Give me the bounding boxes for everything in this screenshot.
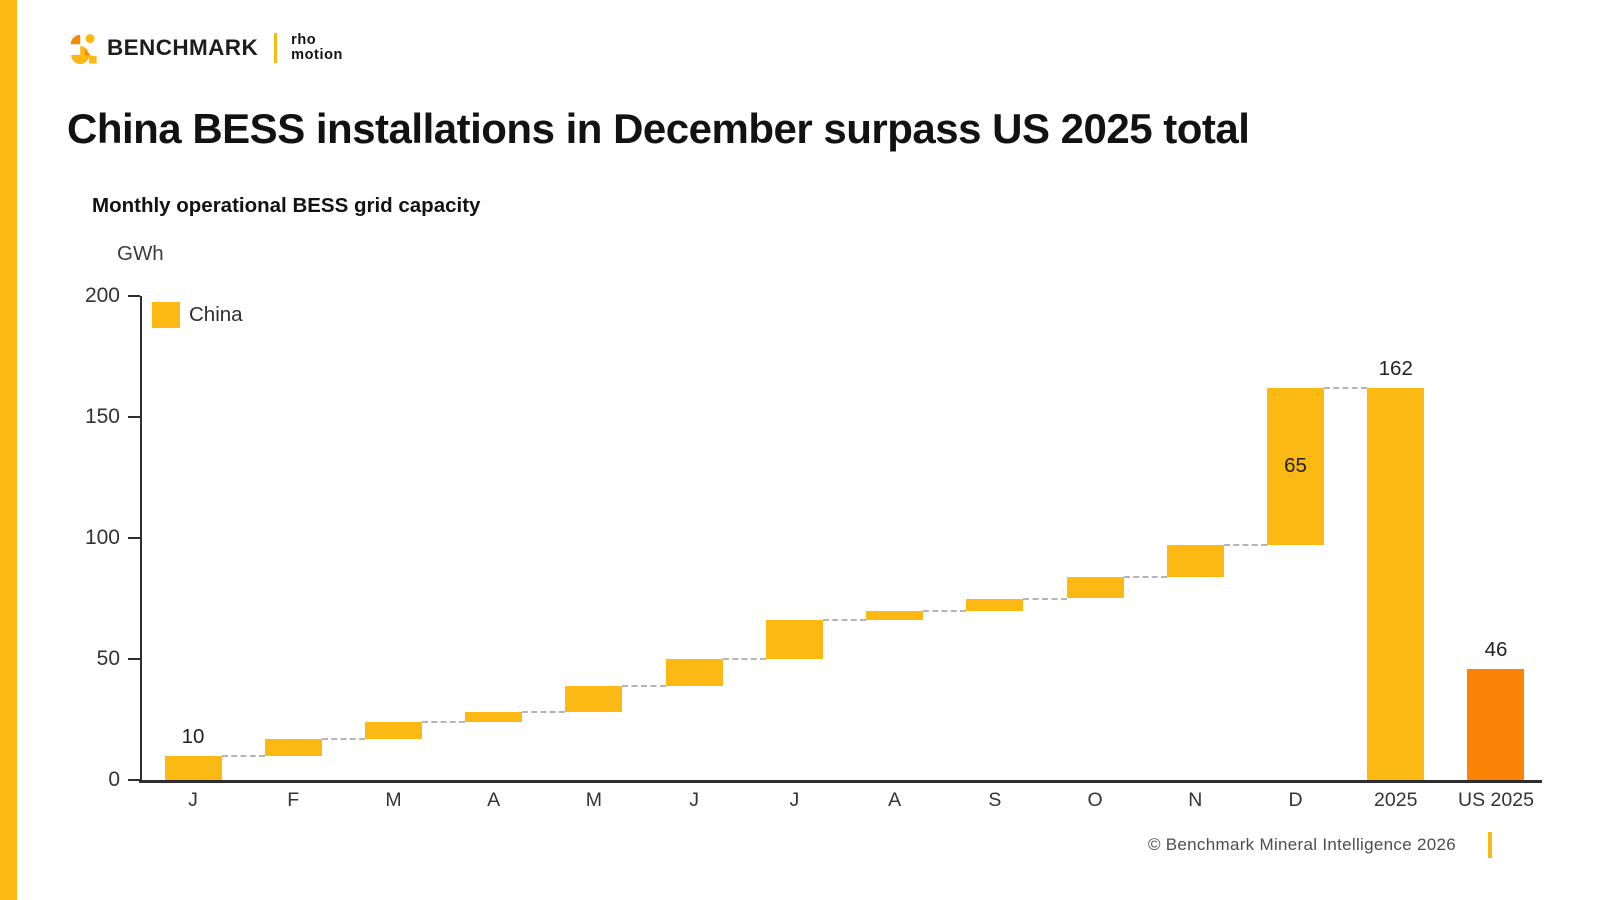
waterfall-connector [522, 711, 566, 714]
header-logos: BENCHMARK rho motion [67, 30, 343, 66]
x-axis-label: M [585, 789, 603, 811]
bar-a [866, 610, 924, 621]
waterfall-connector [1223, 544, 1268, 547]
waterfall-connector [1123, 575, 1167, 578]
bar-value-label: 10 [181, 724, 205, 748]
page-title: China BESS installations in December sur… [67, 105, 1250, 152]
x-axis-label: J [689, 789, 700, 811]
x-axis-label: US 2025 [1458, 789, 1534, 811]
brand-name: BENCHMARK [107, 35, 259, 60]
bar-j [665, 659, 723, 686]
bar-d [1267, 387, 1325, 546]
bar-n [1166, 545, 1224, 577]
rho-motion-line2: motion [291, 47, 344, 63]
y-tick-label: 50 [96, 647, 120, 670]
y-tick-label: 150 [84, 405, 120, 428]
x-axis-label: S [988, 789, 1002, 811]
y-tick-label: 0 [108, 768, 120, 791]
bar-value-label: 162 [1378, 356, 1413, 380]
bar-m [565, 685, 623, 713]
bar-a [465, 712, 523, 722]
benchmark-logo-icon [70, 34, 97, 64]
x-axis-label: A [487, 789, 501, 811]
y-axis-unit-label: GWh [117, 242, 164, 265]
rho-motion-logo: rho motion [291, 33, 343, 63]
waterfall-connector [923, 609, 967, 612]
y-tick-mark [128, 779, 140, 781]
y-axis-line [140, 296, 142, 782]
x-axis-label: M [385, 789, 402, 811]
waterfall-connector [321, 737, 365, 740]
bar-value-label: 46 [1484, 637, 1508, 661]
chart-title: Monthly operational BESS grid capacity [92, 194, 481, 217]
y-tick-mark [128, 295, 140, 297]
footer-accent-tick [1488, 832, 1492, 858]
waterfall-connector [822, 619, 867, 622]
x-axis-label: 2025 [1374, 789, 1418, 811]
bar-s [966, 598, 1024, 611]
x-axis-label: J [188, 789, 198, 811]
bar-m [364, 721, 422, 739]
legend-label-china: China [189, 303, 243, 326]
bar-j [164, 755, 222, 780]
waterfall-connector [1023, 597, 1067, 600]
footer: © Benchmark Mineral Intelligence 2026 [1148, 832, 1492, 858]
bar-o [1066, 576, 1124, 599]
x-axis-label: F [287, 789, 300, 811]
waterfall-connector [1324, 386, 1368, 389]
y-tick-mark [128, 416, 140, 418]
legend-swatch-china [152, 302, 180, 328]
waterfall-connector [622, 684, 666, 687]
bar-2025 [1367, 387, 1425, 780]
y-tick-mark [128, 658, 140, 660]
bar-us-2025 [1467, 668, 1525, 780]
waterfall-connector [221, 754, 265, 757]
y-tick-label: 100 [84, 526, 120, 549]
waterfall-connector [421, 720, 466, 723]
x-axis-label: A [888, 789, 902, 811]
x-axis-line [139, 780, 1542, 783]
x-axis-label: N [1188, 789, 1203, 811]
x-axis-label: J [789, 789, 800, 811]
y-tick-mark [128, 537, 140, 539]
rho-motion-line1: rho [291, 32, 317, 49]
bar-f [264, 738, 322, 756]
y-tick-label: 200 [84, 284, 120, 307]
x-axis-label: O [1087, 789, 1103, 811]
left-accent-stripe [0, 0, 17, 900]
copyright-text: © Benchmark Mineral Intelligence 2026 [1147, 835, 1456, 854]
x-axis-label: D [1288, 789, 1303, 811]
bar-value-label: 65 [1284, 453, 1307, 477]
waterfall-connector [722, 658, 766, 660]
bar-j [765, 620, 823, 659]
logo-divider [274, 33, 278, 63]
chart-legend: China [152, 302, 243, 328]
